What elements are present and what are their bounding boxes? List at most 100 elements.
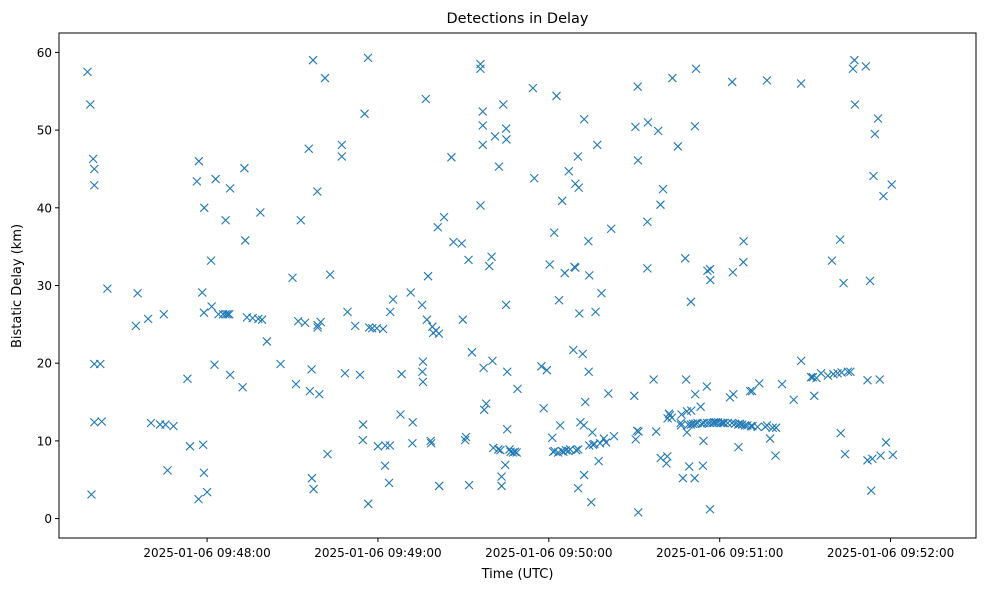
data-point-x-marker (350, 321, 360, 331)
data-point-x-marker (494, 162, 504, 172)
data-point-x-marker (89, 164, 99, 174)
data-point-x-marker (363, 499, 373, 509)
data-point-x-marker (510, 447, 520, 457)
data-point-x-marker (194, 494, 203, 504)
data-point-x-marker (194, 156, 204, 166)
data-point-x-marker (816, 368, 826, 378)
data-point-x-marker (539, 403, 549, 413)
data-point-x-marker (320, 73, 330, 83)
x-tick-label: 2025-01-06 09:52:00 (827, 546, 954, 560)
data-point-x-marker (490, 131, 500, 141)
x-tick-label: 2025-01-06 09:49:00 (314, 546, 441, 560)
y-tick-label: 50 (37, 124, 52, 138)
data-point-x-marker (488, 443, 498, 453)
data-point-x-marker (734, 442, 743, 452)
data-point-x-marker (221, 215, 230, 225)
data-point-x-marker (307, 473, 317, 483)
data-point-x-marker (89, 417, 99, 427)
data-point-x-marker (487, 252, 496, 262)
data-point-x-marker (312, 187, 322, 196)
data-point-x-marker (418, 377, 428, 387)
data-point-x-marker (85, 100, 95, 109)
data-point-x-marker (651, 427, 661, 436)
data-point-x-marker (378, 324, 388, 334)
data-point-x-marker (288, 273, 297, 283)
data-point-x-marker (133, 288, 142, 298)
data-point-x-marker (202, 487, 212, 497)
y-tick-label: 60 (37, 46, 52, 60)
data-point-x-marker (467, 347, 477, 357)
data-point-x-marker (143, 314, 153, 324)
data-point-x-marker (434, 481, 444, 491)
data-point-x-marker (434, 329, 444, 339)
data-point-x-marker (476, 201, 485, 210)
data-point-x-marker (192, 177, 202, 186)
data-point-x-marker (653, 126, 663, 136)
x-tick-label: 2025-01-06 09:48:00 (143, 546, 270, 560)
data-point-x-marker (197, 288, 207, 297)
data-point-x-marker (745, 386, 755, 396)
data-point-x-marker (667, 413, 677, 422)
y-tick-label: 10 (37, 434, 52, 448)
data-point-x-marker (823, 371, 833, 381)
data-point-x-marker (207, 302, 217, 311)
data-point-x-marker (95, 359, 105, 369)
data-point-x-marker (690, 473, 700, 483)
data-point-x-marker (384, 478, 394, 488)
data-point-x-marker (649, 375, 659, 384)
data-point-x-marker (502, 367, 512, 377)
y-axis: 0 10 20 30 40 50 60 (37, 46, 59, 526)
data-point-x-marker (809, 391, 819, 401)
data-point-x-marker (557, 196, 567, 206)
data-point-x-marker (861, 62, 871, 71)
data-point-x-marker (291, 379, 301, 389)
data-point-x-marker (461, 432, 471, 442)
data-point-x-marker (163, 466, 172, 475)
data-point-x-marker (836, 428, 846, 438)
data-point-x-marker (323, 449, 332, 459)
chart-title: Detections in Delay (446, 11, 588, 27)
data-point-x-marker (642, 264, 652, 273)
data-point-x-marker (592, 140, 602, 150)
data-point-x-marker (573, 445, 583, 454)
data-point-x-marker (478, 140, 488, 150)
data-point-x-marker (673, 142, 683, 151)
data-point-x-marker (89, 180, 99, 190)
data-point-x-marker (574, 183, 584, 192)
data-point-x-marker (199, 308, 209, 318)
data-point-x-marker (458, 315, 468, 325)
data-point-x-marker (457, 239, 467, 248)
data-point-x-marker (642, 217, 652, 227)
data-point-x-marker (464, 480, 474, 490)
data-point-x-marker (159, 309, 169, 319)
data-point-x-marker (631, 434, 641, 444)
data-point-x-marker (827, 256, 837, 266)
data-point-x-marker (417, 300, 427, 310)
data-point-x-marker (678, 473, 688, 483)
data-point-x-marker (343, 307, 352, 317)
data-point-x-marker (484, 261, 494, 271)
data-point-x-marker (479, 405, 489, 415)
data-point-x-marker (314, 389, 324, 399)
data-point-x-marker (728, 267, 738, 277)
data-point-x-marker (97, 417, 107, 426)
data-point-x-marker (584, 236, 593, 246)
data-point-x-marker (253, 314, 263, 324)
data-point-x-marker (479, 363, 488, 373)
data-point-x-marker (747, 386, 757, 396)
data-point-x-marker (881, 438, 891, 447)
data-point-x-marker (573, 483, 583, 493)
data-point-x-marker (501, 300, 511, 310)
data-point-x-marker (876, 451, 885, 461)
data-point-x-marker (705, 504, 715, 514)
data-point-x-marker (224, 309, 234, 319)
data-point-x-marker (358, 435, 368, 445)
data-point-x-marker (684, 462, 694, 471)
data-point-x-marker (579, 420, 589, 430)
data-point-x-marker (417, 367, 427, 377)
data-point-x-marker (337, 140, 347, 150)
y-tick-label: 20 (37, 357, 52, 371)
data-point-x-marker (808, 372, 818, 382)
data-point-x-marker (464, 255, 473, 265)
data-point-x-marker (225, 183, 235, 193)
